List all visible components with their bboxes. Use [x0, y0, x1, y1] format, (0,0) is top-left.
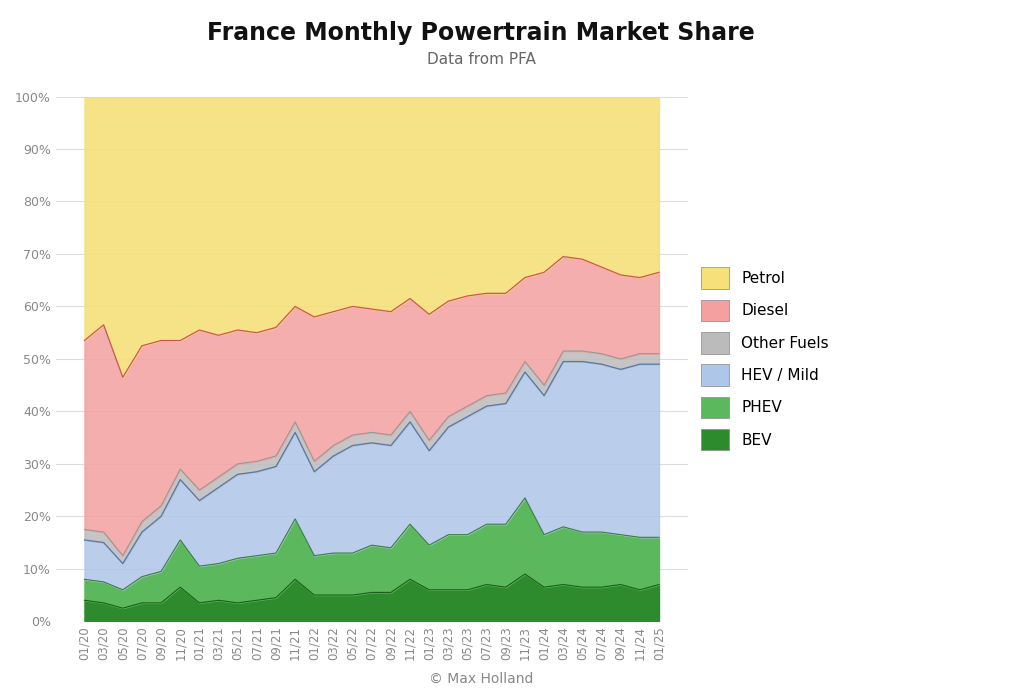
Legend: Petrol, Diesel, Other Fuels, HEV / Mild, PHEV, BEV: Petrol, Diesel, Other Fuels, HEV / Mild,… — [695, 261, 835, 457]
Text: France Monthly Powertrain Market Share: France Monthly Powertrain Market Share — [208, 21, 755, 45]
Text: © Max Holland: © Max Holland — [429, 672, 534, 686]
Text: Data from PFA: Data from PFA — [427, 52, 536, 68]
